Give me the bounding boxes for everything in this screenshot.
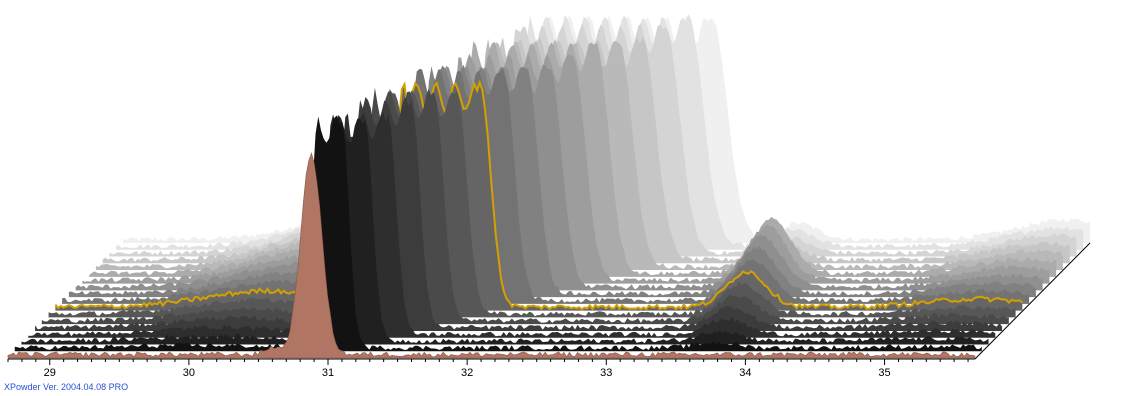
back-pattern-10 [75,64,1043,291]
pattern-layers [7,14,1090,359]
x-tick-label: 35 [878,367,890,379]
x-tick-label: 30 [183,367,195,379]
x-tick-label: 29 [44,367,56,379]
x-tick-label: 33 [600,367,612,379]
x-tick-label: 31 [322,367,334,379]
x-tick-label: 32 [461,367,473,379]
back-pattern-11 [82,52,1050,284]
version-label: XPowder Ver. 2004.04.08 PRO [4,382,129,392]
depth-edge [974,242,1091,360]
highlighted-pattern [54,79,1024,311]
x-tick-label: 34 [739,367,751,379]
front-pattern [7,152,976,359]
x-axis: 29 30 31 32 33 34 35 [7,242,1091,379]
